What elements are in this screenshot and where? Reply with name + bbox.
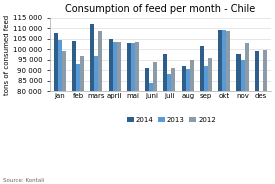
Text: Source: Kontali: Source: Kontali	[3, 178, 44, 183]
Bar	[149, 83, 153, 184]
Legend: 2014, 2013, 2012: 2014, 2013, 2012	[124, 114, 219, 126]
Bar	[190, 60, 194, 184]
Bar	[113, 42, 117, 184]
Bar	[109, 39, 113, 184]
Bar	[62, 51, 66, 184]
Title: Consumption of feed per month - Chile: Consumption of feed per month - Chile	[65, 4, 255, 14]
Bar	[127, 43, 131, 184]
Bar	[131, 43, 135, 184]
Bar	[236, 54, 241, 184]
Bar	[222, 30, 226, 184]
Bar	[241, 60, 244, 184]
Bar	[167, 75, 172, 184]
Bar	[153, 62, 157, 184]
Bar	[204, 66, 208, 184]
Bar	[145, 68, 149, 184]
Bar	[135, 42, 139, 184]
Bar	[255, 51, 259, 184]
Bar	[76, 64, 80, 184]
Bar	[263, 50, 267, 184]
Bar	[208, 58, 212, 184]
Bar	[98, 31, 102, 184]
Bar	[117, 42, 121, 184]
Y-axis label: tons of consumed feed: tons of consumed feed	[4, 14, 10, 95]
Bar	[226, 31, 230, 184]
Bar	[54, 33, 58, 184]
Bar	[58, 40, 62, 184]
Bar	[186, 69, 190, 184]
Bar	[182, 66, 186, 184]
Bar	[72, 41, 76, 184]
Bar	[90, 24, 94, 184]
Bar	[218, 30, 222, 184]
Bar	[172, 68, 175, 184]
Bar	[244, 43, 249, 184]
Bar	[80, 56, 84, 184]
Bar	[163, 54, 167, 184]
Bar	[200, 46, 204, 184]
Bar	[94, 56, 98, 184]
